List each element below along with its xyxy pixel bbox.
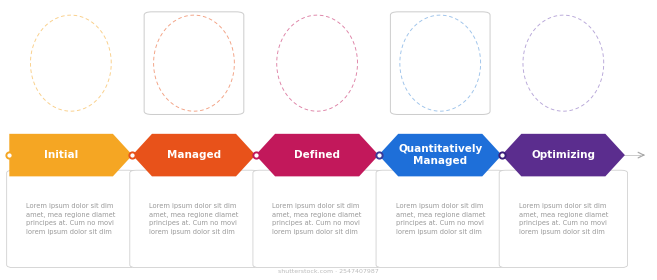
FancyBboxPatch shape <box>7 170 135 268</box>
Text: Lorem ipsum dolor sit dim
amet, mea regione diamet
principes at. Cum no movi
lor: Lorem ipsum dolor sit dim amet, mea regi… <box>518 203 608 235</box>
Text: shutterstock.com · 2547407987: shutterstock.com · 2547407987 <box>278 269 379 274</box>
Polygon shape <box>502 134 625 176</box>
Polygon shape <box>133 134 256 176</box>
Text: Lorem ipsum dolor sit dim
amet, mea regione diamet
principes at. Cum no movi
lor: Lorem ipsum dolor sit dim amet, mea regi… <box>149 203 238 235</box>
Text: Lorem ipsum dolor sit dim
amet, mea regione diamet
principes at. Cum no movi
lor: Lorem ipsum dolor sit dim amet, mea regi… <box>396 203 485 235</box>
Text: Lorem ipsum dolor sit dim
amet, mea regione diamet
principes at. Cum no movi
lor: Lorem ipsum dolor sit dim amet, mea regi… <box>273 203 362 235</box>
FancyBboxPatch shape <box>130 170 258 268</box>
Text: Defined: Defined <box>294 150 340 160</box>
Text: Initial: Initial <box>44 150 78 160</box>
FancyBboxPatch shape <box>376 170 505 268</box>
Text: Managed: Managed <box>167 150 221 160</box>
Text: Lorem ipsum dolor sit dim
amet, mea regione diamet
principes at. Cum no movi
lor: Lorem ipsum dolor sit dim amet, mea regi… <box>26 203 116 235</box>
Text: Quantitatively
Managed: Quantitatively Managed <box>398 144 482 166</box>
Text: Optimizing: Optimizing <box>532 150 595 160</box>
Polygon shape <box>378 134 502 176</box>
Polygon shape <box>256 134 378 176</box>
FancyBboxPatch shape <box>253 170 381 268</box>
Polygon shape <box>9 134 133 176</box>
FancyBboxPatch shape <box>499 170 627 268</box>
